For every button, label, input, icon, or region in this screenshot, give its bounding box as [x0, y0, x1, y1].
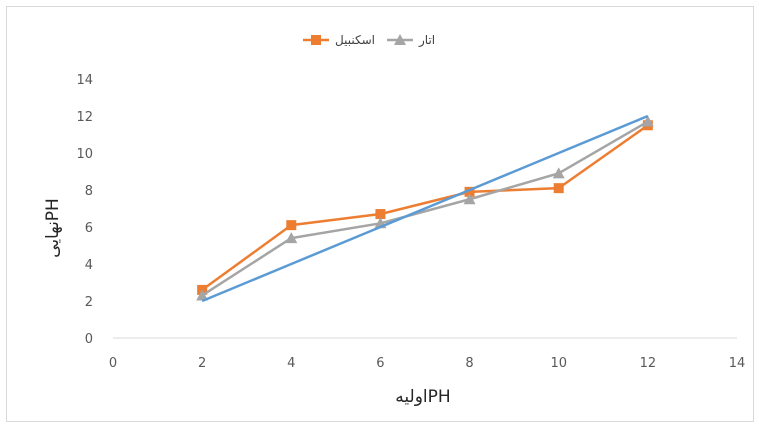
data-point-marker — [463, 193, 476, 205]
x-tick-label: 4 — [287, 356, 295, 371]
x-axis-title: اولیهPH — [395, 387, 450, 407]
x-tick-label: 2 — [198, 356, 206, 371]
plot-area: 0 2 4 6 8 10 12 14 0 2 4 6 8 10 12 14 — [76, 73, 745, 371]
legend-swatch-marker — [311, 35, 321, 45]
series-line-3 — [201, 114, 649, 303]
legend: اسکنبیل اتار — [303, 33, 435, 48]
y-tick-label: 8 — [85, 184, 93, 199]
series-line-1 — [201, 124, 649, 291]
data-point-marker — [552, 167, 565, 179]
data-point-marker — [285, 232, 298, 244]
y-tick-label: 2 — [85, 295, 93, 310]
x-tick-label: 0 — [109, 356, 117, 371]
x-tick-label: 10 — [550, 356, 567, 371]
x-tick-label: 12 — [640, 356, 657, 371]
legend-item: اتار — [387, 33, 435, 48]
y-axis-title: نهاییPH — [43, 198, 63, 258]
legend-label: اتار — [418, 33, 435, 48]
data-point-marker — [286, 220, 297, 231]
x-tick-label: 14 — [729, 356, 746, 371]
legend-swatch-marker — [394, 34, 406, 45]
y-tick-label: 0 — [85, 332, 93, 347]
data-point-marker — [375, 209, 386, 220]
y-tick-label: 12 — [76, 110, 93, 125]
data-point-marker — [196, 289, 209, 301]
data-point-marker — [553, 183, 564, 194]
data-point-marker — [464, 186, 475, 197]
legend-item: اسکنبیل — [303, 33, 375, 47]
y-tick-label: 6 — [85, 221, 93, 236]
y-tick-label: 10 — [76, 147, 93, 162]
y-tick-label: 4 — [85, 258, 93, 273]
x-tick-label: 8 — [465, 356, 473, 371]
legend-label: اسکنبیل — [335, 33, 375, 47]
x-tick-label: 6 — [376, 356, 384, 371]
series-line-2 — [201, 120, 649, 297]
y-tick-label: 14 — [76, 73, 93, 88]
data-point-marker — [641, 115, 654, 127]
